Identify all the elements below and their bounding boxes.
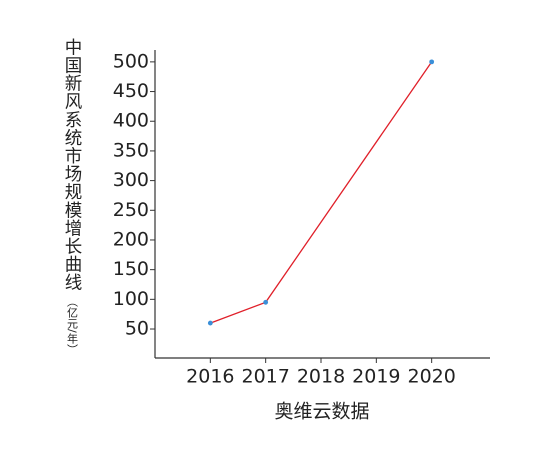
point [263, 299, 269, 305]
y-tick-label: 250 [113, 199, 149, 221]
y-tick-label: 400 [113, 110, 149, 132]
point [207, 320, 213, 326]
y-tick-label: 500 [113, 50, 149, 72]
x-tick-label: 2019 [352, 366, 400, 388]
x-tick-label: 2016 [186, 366, 234, 388]
x-tick-label: 2020 [407, 366, 455, 388]
y-axis-unit: （亿元/年） [66, 296, 79, 355]
y-tick-label: 350 [113, 139, 149, 161]
y-tick-label: 450 [113, 80, 149, 102]
x-tick-label: 2017 [241, 366, 289, 388]
y-tick-label: 100 [113, 288, 149, 310]
x-tick-label: 2018 [297, 366, 345, 388]
y-axis-label: 中国新风系统市场规模增长曲线 [62, 38, 82, 291]
x-axis-label: 奥维云数据 [274, 401, 369, 423]
y-tick-label: 300 [113, 169, 149, 191]
y-tick-label: 50 [125, 318, 149, 340]
line [210, 61, 433, 324]
point [429, 59, 435, 65]
y-tick-label: 200 [113, 228, 149, 250]
y-tick-label: 150 [113, 258, 149, 280]
